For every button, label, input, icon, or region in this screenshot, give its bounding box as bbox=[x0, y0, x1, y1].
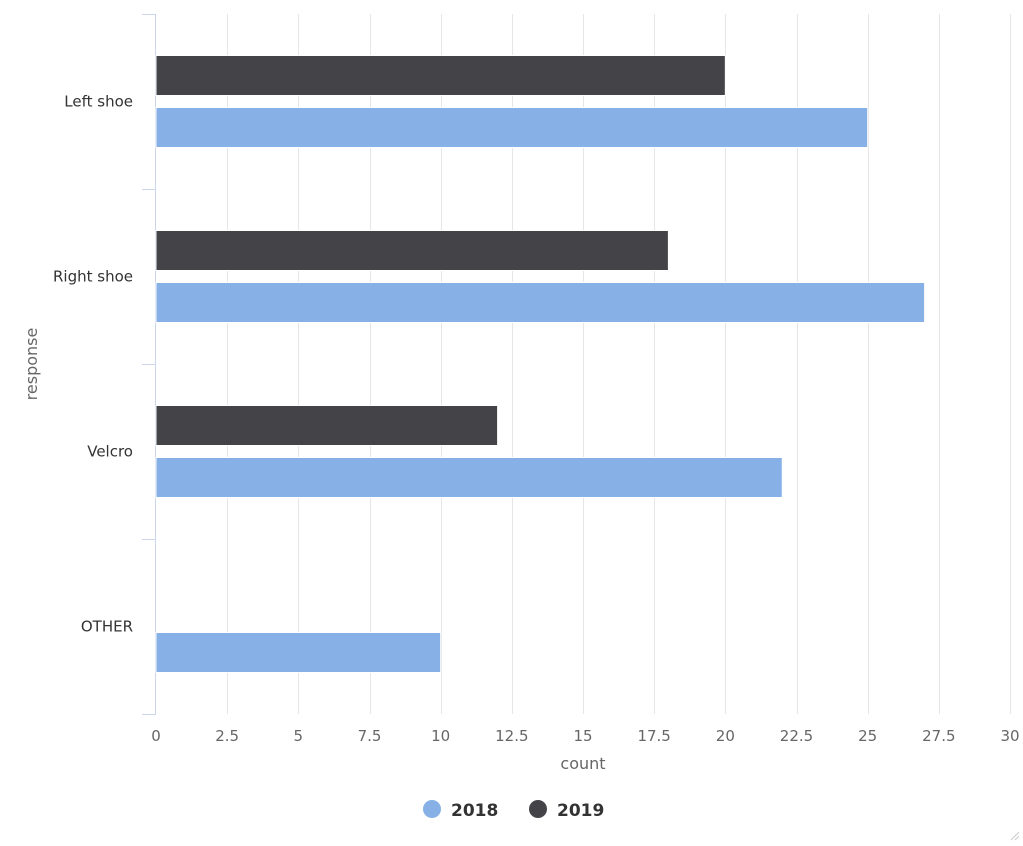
legend: 2018 2019 bbox=[423, 800, 604, 821]
x-tick-label: 10 bbox=[431, 727, 450, 745]
x-tick-label: 25 bbox=[858, 727, 877, 745]
category-label: Left shoe bbox=[64, 93, 133, 111]
x-tick-label: 17.5 bbox=[637, 727, 670, 745]
x-tick-label: 20 bbox=[716, 727, 735, 745]
bar-2019-left-shoe[interactable] bbox=[155, 55, 726, 96]
bar-2018-other[interactable] bbox=[155, 632, 442, 673]
bar-2018-right-shoe[interactable] bbox=[155, 282, 926, 323]
x-tick-label: 15 bbox=[573, 727, 592, 745]
legend-label: 2019 bbox=[557, 801, 604, 821]
bars bbox=[155, 55, 926, 673]
bar-2018-velcro[interactable] bbox=[155, 457, 783, 498]
category-label: Velcro bbox=[87, 443, 133, 461]
legend-label: 2018 bbox=[451, 801, 498, 821]
resize-grip-icon bbox=[1010, 831, 1020, 841]
legend-item-2018[interactable]: 2018 bbox=[423, 800, 498, 821]
legend-item-2019[interactable]: 2019 bbox=[529, 800, 604, 821]
bar-2019-right-shoe[interactable] bbox=[155, 230, 669, 271]
x-tick-label: 7.5 bbox=[358, 727, 382, 745]
bar-2019-velcro[interactable] bbox=[155, 405, 499, 446]
x-tick-label: 0 bbox=[151, 727, 161, 745]
category-labels: Left shoe Right shoe Velcro OTHER bbox=[53, 93, 133, 636]
x-tick-label: 30 bbox=[1000, 727, 1019, 745]
legend-marker-icon bbox=[423, 800, 441, 818]
legend-marker-icon bbox=[529, 800, 547, 818]
x-tick-label: 12.5 bbox=[495, 727, 528, 745]
x-tick-label: 22.5 bbox=[780, 727, 813, 745]
x-tick-label: 27.5 bbox=[922, 727, 955, 745]
x-tick-label: 2.5 bbox=[215, 727, 239, 745]
bar-2018-left-shoe[interactable] bbox=[155, 107, 869, 148]
y-axis-title: response bbox=[22, 328, 41, 401]
x-axis-title: count bbox=[560, 754, 605, 773]
category-label: Right shoe bbox=[53, 268, 133, 286]
axes bbox=[142, 14, 156, 715]
category-label: OTHER bbox=[81, 618, 133, 636]
x-tick-label: 5 bbox=[294, 727, 304, 745]
x-tick-labels: 0 2.5 5 7.5 10 12.5 15 17.5 20 22.5 25 27.5 30 bbox=[151, 727, 1019, 745]
